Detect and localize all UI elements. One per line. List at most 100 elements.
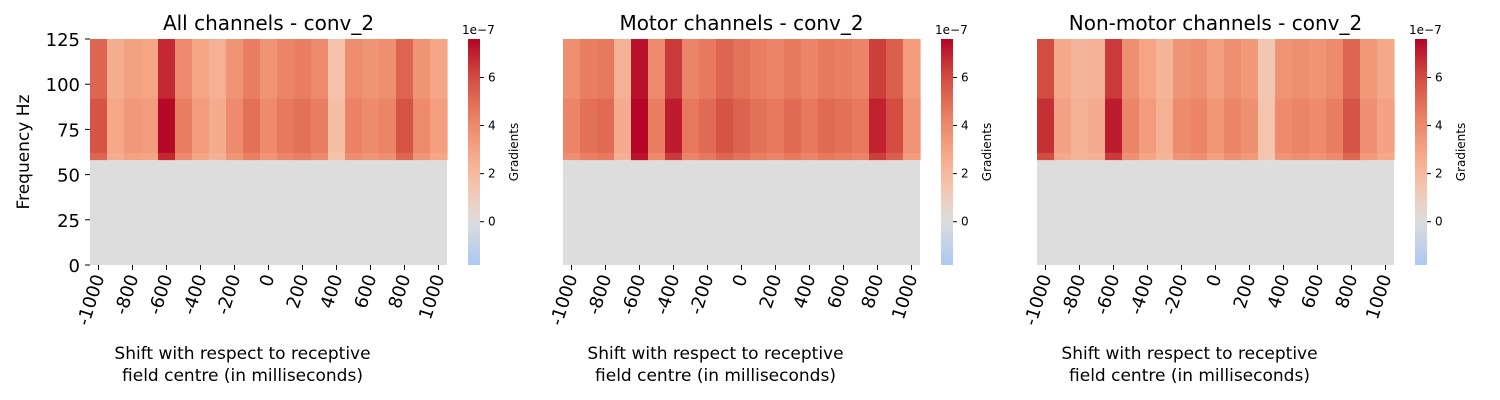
heatmap-low-band xyxy=(563,160,920,265)
x-tick-label: 0 xyxy=(1203,272,1227,289)
heatmap-cell xyxy=(1139,98,1157,153)
heatmap-panel: Non-motor channels - conv_2 -1000 -800 -600… xyxy=(1020,11,1468,386)
x-axis-label: Shift with respect to receptive xyxy=(587,344,843,364)
heatmap-cell xyxy=(243,98,261,153)
heatmap-cell xyxy=(345,98,363,153)
x-tick-label: -1000 xyxy=(1020,272,1056,328)
colorbar-label: Gradients xyxy=(1454,123,1468,181)
heatmap-cell xyxy=(328,98,346,153)
colorbar-tick-label: 2 xyxy=(488,167,496,181)
x-tick-label: -600 xyxy=(1092,272,1125,317)
x-tick-label: 1000 xyxy=(888,272,922,322)
colorbar-exponent: 1e−7 xyxy=(462,23,495,37)
colorbar-tick-label: 2 xyxy=(1435,167,1443,181)
heatmap-cell xyxy=(869,98,887,153)
x-tick-label: 800 xyxy=(385,272,416,311)
heatmap-cell xyxy=(886,98,904,153)
heatmap-cell xyxy=(852,98,870,153)
chart-title: Non-motor channels - conv_2 xyxy=(1069,11,1362,35)
y-axis-label: Frequency Hz xyxy=(14,94,34,209)
heatmap-cell xyxy=(311,98,329,153)
heatmap-cell xyxy=(1224,98,1242,153)
x-tick-label: -400 xyxy=(179,272,212,317)
heatmap-cell xyxy=(818,98,836,153)
heatmap-cell xyxy=(665,98,683,153)
x-tick-label: -400 xyxy=(1126,272,1159,317)
y-tick-label: 100 xyxy=(46,75,80,96)
heatmap-cell xyxy=(277,98,295,153)
x-tick-label: 400 xyxy=(317,272,348,311)
heatmap-cell xyxy=(563,98,581,153)
x-tick-label: -800 xyxy=(584,272,617,317)
x-tick-label: 200 xyxy=(1230,272,1261,311)
x-tick-label: -800 xyxy=(111,272,144,317)
x-tick-label: -400 xyxy=(652,272,685,317)
colorbar-tick-label: 0 xyxy=(488,215,496,229)
x-tick-label: -800 xyxy=(1058,272,1091,317)
heatmap-low-band xyxy=(90,160,447,265)
heatmap-cell xyxy=(614,98,632,153)
x-tick-label: -600 xyxy=(145,272,178,317)
heatmap-cell xyxy=(1173,98,1191,153)
colorbar-tick-label: 6 xyxy=(1435,70,1443,84)
heatmap-cell xyxy=(580,98,598,153)
x-tick-label: 0 xyxy=(256,272,280,289)
colorbar-tick-label: 4 xyxy=(1435,119,1443,133)
x-tick-label: 400 xyxy=(1264,272,1295,311)
heatmap-cell xyxy=(801,98,819,153)
colorbar-tick-label: 0 xyxy=(961,215,969,229)
x-axis-label: Shift with respect to receptive xyxy=(1061,344,1317,364)
heatmap-cell xyxy=(1054,98,1072,153)
x-tick-label: 800 xyxy=(1332,272,1363,311)
heatmap-cell xyxy=(597,98,615,153)
heatmap-cell xyxy=(1190,98,1208,153)
heatmap-cell xyxy=(192,98,210,153)
heatmap-cell xyxy=(1071,98,1089,153)
y-tick-label: 0 xyxy=(69,256,80,277)
x-tick-label: -200 xyxy=(686,272,719,317)
heatmap-cell xyxy=(767,98,785,153)
x-tick-label: -200 xyxy=(213,272,246,317)
heatmap-cell xyxy=(1360,98,1378,153)
colorbar xyxy=(941,39,953,265)
heatmap-cell xyxy=(903,98,921,153)
colorbar-tick-label: 2 xyxy=(961,167,969,181)
heatmap-low-band xyxy=(1037,160,1394,265)
heatmap-cell xyxy=(107,98,125,153)
colorbar-exponent: 1e−7 xyxy=(1409,23,1442,37)
x-tick-label: 200 xyxy=(283,272,314,311)
heatmap-cell xyxy=(141,98,159,153)
heatmap-cell xyxy=(413,98,431,153)
heatmap-cell xyxy=(1275,98,1293,153)
heatmap-cell xyxy=(1241,98,1259,153)
heatmap-cell xyxy=(750,98,768,153)
heatmap-cell xyxy=(835,98,853,153)
x-tick-label: 0 xyxy=(729,272,753,289)
heatmap-cell xyxy=(362,98,380,153)
x-tick-label: 800 xyxy=(858,272,889,311)
heatmap-cell xyxy=(209,98,227,153)
heatmap-cell xyxy=(226,98,244,153)
heatmap-cell xyxy=(1377,98,1395,153)
colorbar-tick-label: 0 xyxy=(1435,215,1443,229)
heatmap-cell xyxy=(1105,98,1123,153)
x-tick-label: -600 xyxy=(618,272,651,317)
heatmap-cell xyxy=(1343,98,1361,153)
x-tick-label: -1000 xyxy=(73,272,109,328)
heatmap-cell xyxy=(294,98,312,153)
heatmap-cell xyxy=(1088,98,1106,153)
x-axis-label: Shift with respect to receptive xyxy=(114,344,370,364)
heatmap-cell xyxy=(379,98,397,153)
x-axis-label: field centre (in milliseconds) xyxy=(595,366,836,386)
colorbar-tick-label: 4 xyxy=(488,119,496,133)
x-axis-label: field centre (in milliseconds) xyxy=(1069,366,1310,386)
x-tick-label: -1000 xyxy=(546,272,582,328)
colorbar-label: Gradients xyxy=(507,123,521,181)
heatmap-cell xyxy=(733,98,751,153)
x-tick-label: 600 xyxy=(351,272,382,311)
x-tick-label: 1000 xyxy=(1362,272,1396,322)
chart-title: Motor channels - conv_2 xyxy=(619,11,863,35)
heatmap-cell xyxy=(784,98,802,153)
colorbar-exponent: 1e−7 xyxy=(935,23,968,37)
